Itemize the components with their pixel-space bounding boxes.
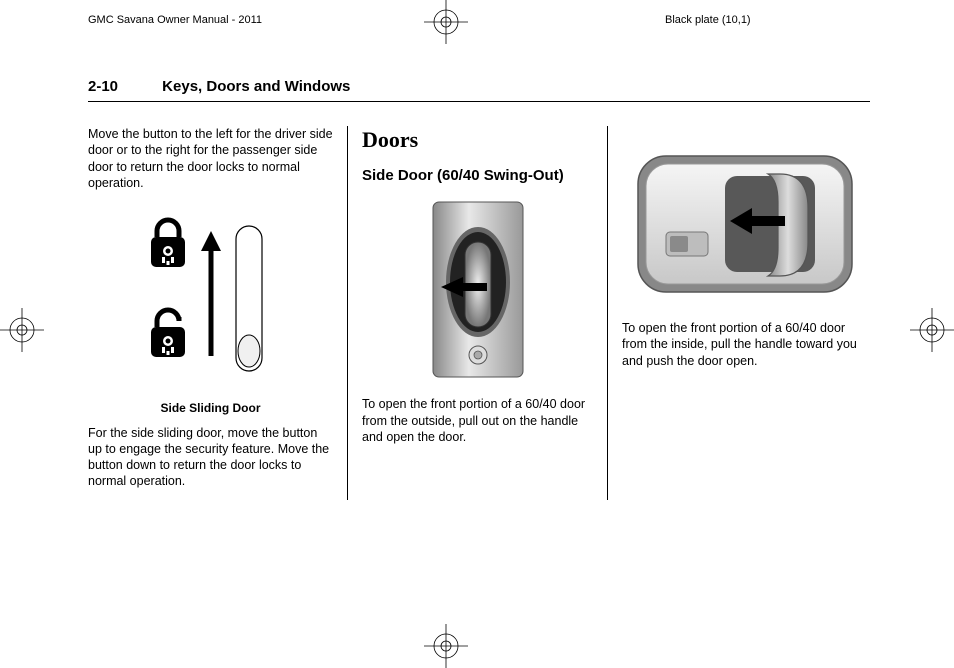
page-number: 2-10: [88, 78, 158, 95]
content-columns: Move the button to the left for the driv…: [88, 126, 870, 500]
registration-mark-left: [0, 308, 44, 352]
chapter-title: Keys, Doors and Windows: [162, 78, 350, 95]
inside-door-handle-illustration: [630, 144, 860, 304]
col3-body: To open the front portion of a 60/40 doo…: [622, 320, 868, 369]
subsection-title-side-door: Side Door (60/40 Swing-Out): [362, 167, 593, 186]
figure-sliding-door: [88, 201, 333, 391]
plate-info: Black plate (10,1): [665, 14, 751, 26]
doc-title: GMC Savana Owner Manual - 2011: [88, 14, 262, 26]
print-header: GMC Savana Owner Manual - 2011 Black pla…: [0, 14, 954, 34]
registration-mark-bottom: [424, 624, 468, 668]
col2-body: To open the front portion of a 60/40 doo…: [362, 396, 593, 445]
sliding-door-lock-illustration: [121, 201, 301, 391]
registration-mark-right: [910, 308, 954, 352]
section-title-doors: Doors: [362, 126, 593, 155]
outside-door-handle-illustration: [403, 197, 553, 382]
column-3: To open the front portion of a 60/40 doo…: [608, 126, 868, 500]
col1-intro: Move the button to the left for the driv…: [88, 126, 333, 191]
figure-inside-handle: [622, 144, 868, 304]
col1-body: For the side sliding door, move the butt…: [88, 425, 333, 490]
column-2: Doors Side Door (60/40 Swing-Out): [348, 126, 608, 500]
figure-outside-handle: [362, 197, 593, 382]
figure-caption-sliding-door: Side Sliding Door: [88, 401, 333, 417]
page-header: 2-10 Keys, Doors and Windows: [88, 78, 870, 102]
column-1: Move the button to the left for the driv…: [88, 126, 348, 500]
